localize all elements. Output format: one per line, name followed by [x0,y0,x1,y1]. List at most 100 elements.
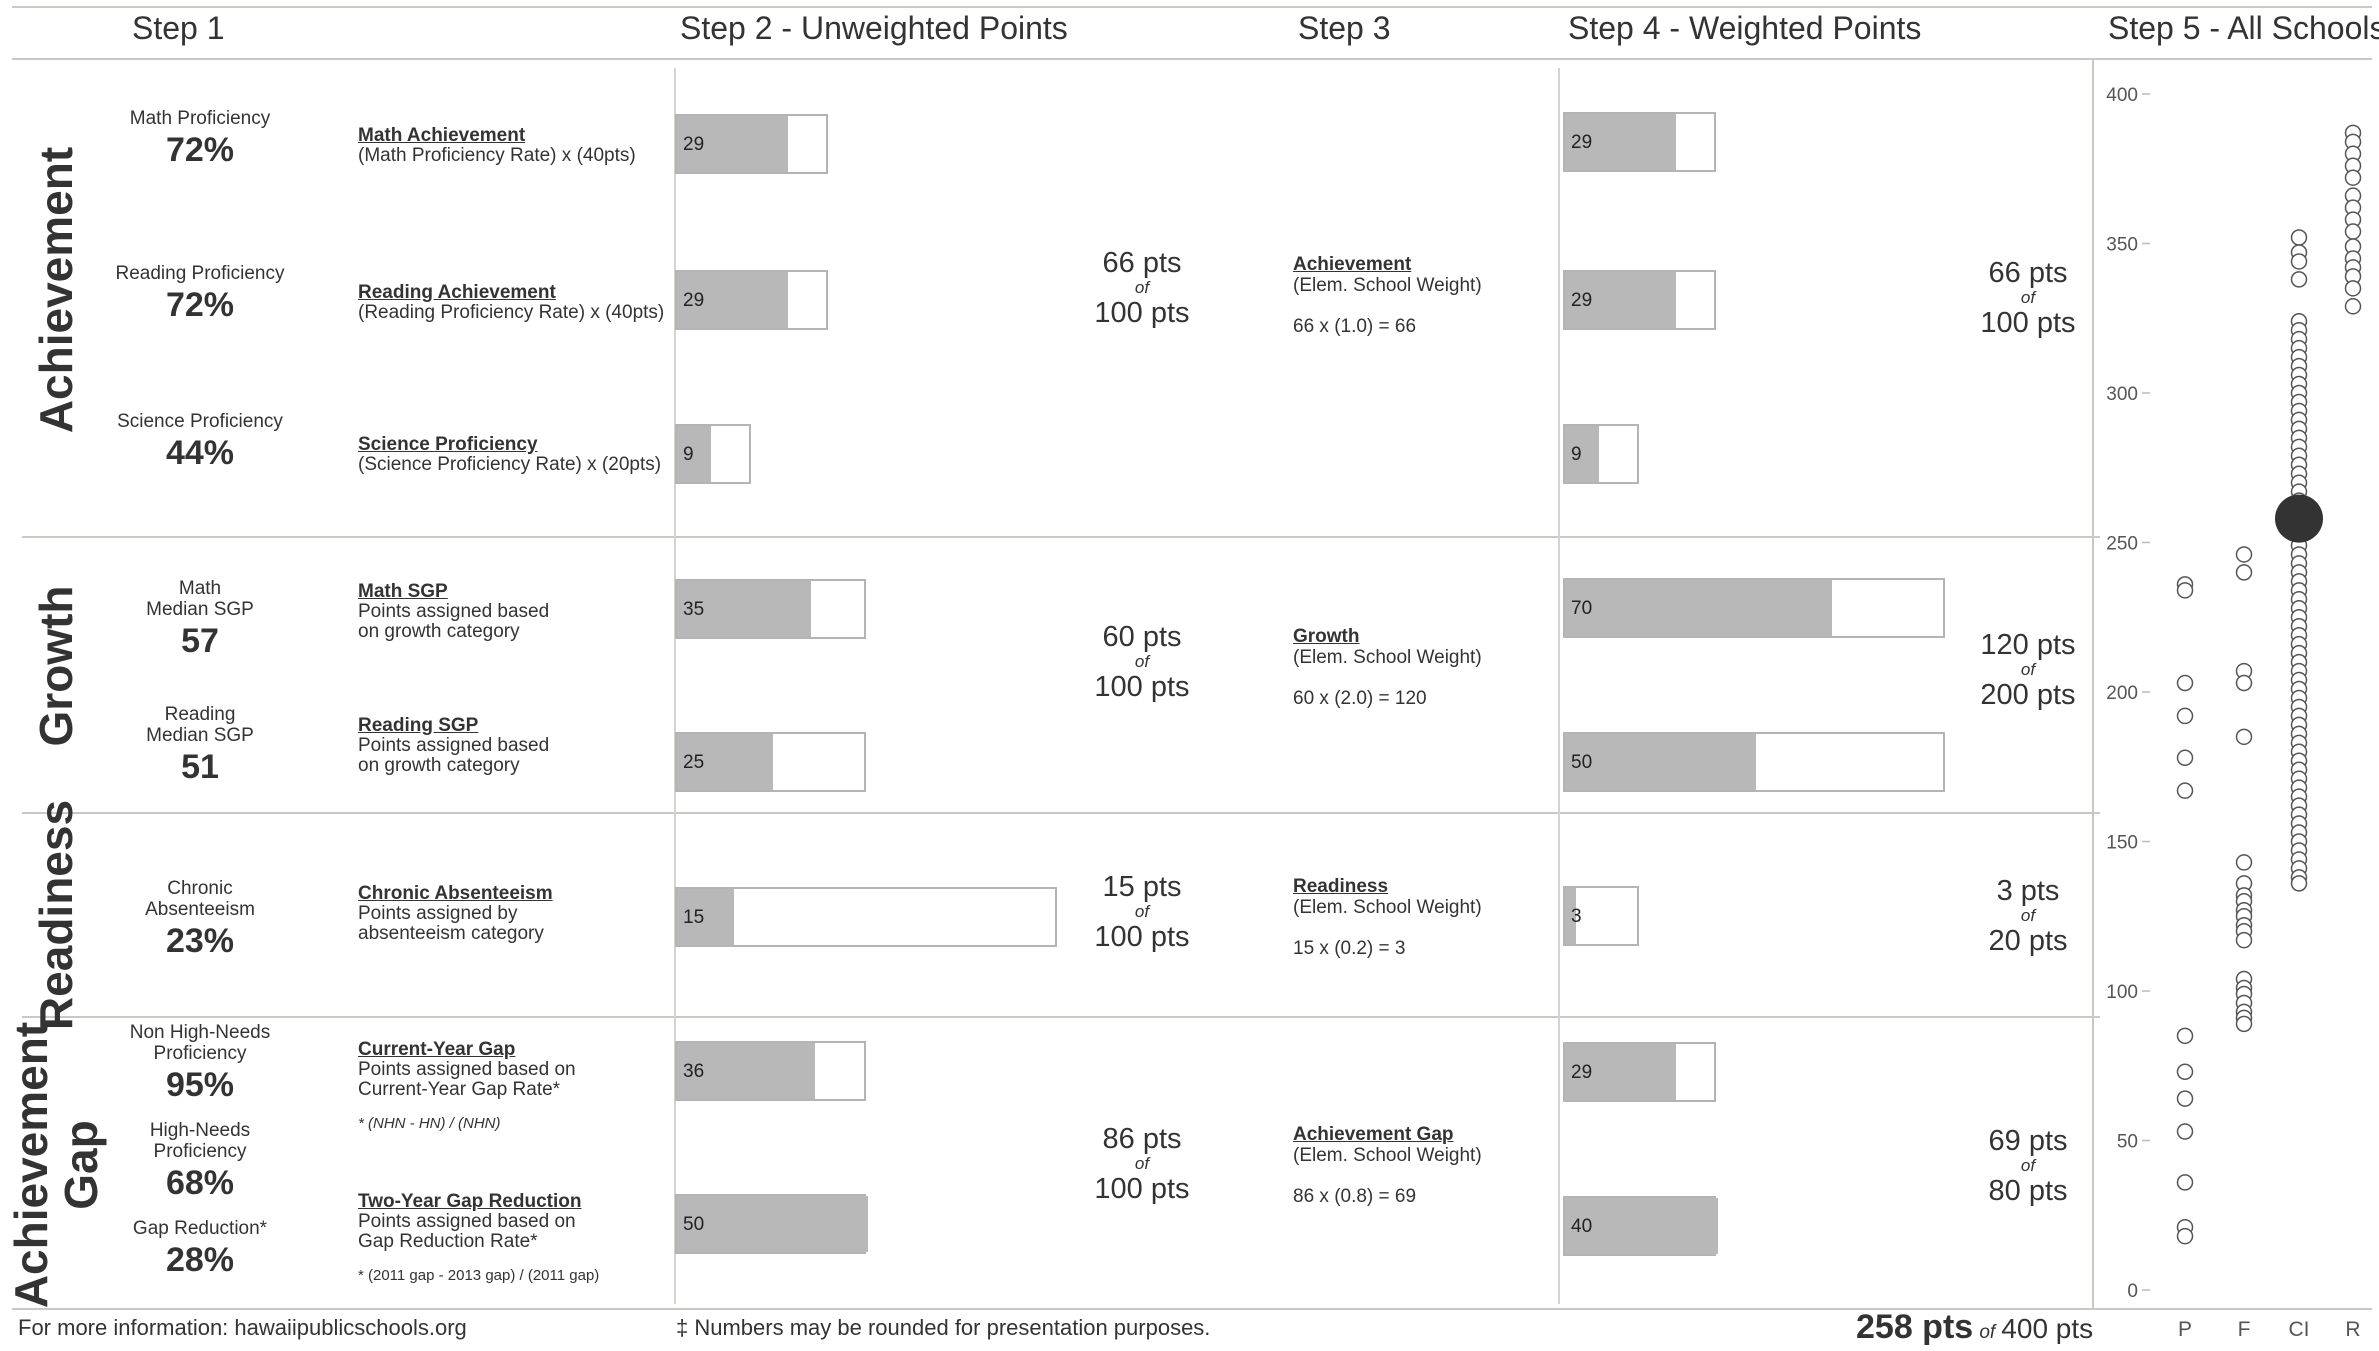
total-points: 120 pts [1980,629,2076,661]
bar-fill [677,116,788,172]
metric-label: Math Proficiency [129,108,271,129]
weight-title: Readiness [1293,876,1389,897]
weight-title: Growth [1293,626,1360,647]
y-tick-label: 300 [2106,384,2138,405]
step4-bar-reading: 29 [1563,270,1716,330]
bar-value: 40 [1571,1216,1593,1237]
formula-title: Math Achievement [358,125,526,146]
bar-fill [677,272,788,328]
bar-fill [1565,1044,1676,1100]
footer-divider [12,1308,2372,1310]
step4-total-readiness: 3 pts of 20 pts [1938,876,2118,956]
formula-math-sgp: Math SGP Points assigned based on growth… [358,582,668,642]
bar-value: 25 [683,752,705,773]
formula-text: (Reading Proficiency Rate) x (40pts) [358,302,665,323]
divider-readiness-gap [22,1016,2100,1018]
step2-bar-reading-sgp: 25 [675,732,866,792]
weight-title: Achievement [1293,254,1412,275]
formula-text: Current-Year Gap Rate* [358,1079,561,1100]
metric-value: 51 [181,748,219,786]
school-point [2290,271,2308,288]
weight-subtitle: (Elem. School Weight) [1293,897,1482,918]
bar-fill [1565,1198,1718,1254]
metric-label: Math [178,578,222,599]
total-max: 100 pts [1094,671,1190,703]
footer-total-max: 400 pts [2001,1313,2094,1344]
bar-value: 3 [1571,906,1582,927]
metric-math-proficiency: Math Proficiency 72% [90,108,310,171]
step2-total-readiness: 15 pts of 100 pts [1052,872,1232,952]
school-point [2344,280,2362,297]
formula-text: on growth category [358,621,520,642]
total-of: of [1134,278,1150,297]
category-achievement: Achievement [30,146,82,434]
footer-rounding-note: ‡ Numbers may be rounded for presentatio… [676,1315,1211,1340]
step3-weight-growth: Growth (Elem. School Weight) 60 x (2.0) … [1293,626,1523,709]
formula-science-proficiency: Science Proficiency (Science Proficiency… [358,435,668,475]
step2-bar-absenteeism: 15 [675,887,1057,947]
bar-value: 29 [1571,132,1593,153]
bar-fill [1565,580,1832,636]
metric-value: 57 [181,622,219,660]
school-point [2176,1123,2194,1140]
bar-value: 50 [1571,752,1593,773]
bar-fill [677,734,773,790]
formula-text: Points assigned by [358,903,518,924]
step5-scatter-chart: 0 50 100 150 200 250 300 350 400 P F CI R [2106,85,2362,1341]
total-max: 200 pts [1980,679,2076,711]
school-point [2235,564,2253,581]
total-of: of [1134,1154,1150,1173]
metric-label: Chronic [167,878,233,899]
step4-header: Step 4 - Weighted Points [1568,10,1922,46]
formula-reading-sgp: Reading SGP Points assigned based on gro… [358,716,668,776]
step2-bar-math: 29 [675,114,828,174]
bar-value: 9 [1571,444,1582,465]
step5-header: Step 5 - All Schools [2108,10,2379,46]
step2-total-gap: 86 pts of 100 pts [1052,1124,1232,1204]
y-tick-label: 100 [2106,982,2138,1003]
total-points: 66 pts [1102,247,1182,279]
total-max: 80 pts [1988,1175,2068,1207]
metric-math-sgp: Math Median SGP 57 [90,578,310,662]
step3-weight-achievement: Achievement (Elem. School Weight) 66 x (… [1293,254,1523,337]
metric-label: Median SGP [146,599,254,620]
school-point [2176,674,2194,692]
step2-bar-two-year-gap: 50 [675,1194,868,1254]
school-point [2176,1227,2194,1245]
metric-nhn-proficiency: Non High-Needs Proficiency 95% [90,1022,310,1106]
formula-title: Two-Year Gap Reduction [358,1191,582,1212]
weight-subtitle: (Elem. School Weight) [1293,647,1482,668]
bar-value: 29 [1571,290,1593,311]
x-tick-label: P [2178,1318,2192,1341]
school-point [2235,1015,2253,1033]
bar-value: 29 [683,290,705,311]
bar-fill [1565,272,1676,328]
school-point [2176,1063,2194,1080]
footer-total-points: 258 pts [1856,1308,1974,1346]
y-tick-label: 350 [2106,235,2138,256]
metric-reading-proficiency: Reading Proficiency 72% [90,263,310,326]
metric-value: 28% [165,1241,235,1279]
school-point [2344,298,2362,315]
school-point [2176,1027,2194,1045]
highlighted-school-point [2275,494,2323,543]
top-border [12,6,2372,8]
weight-calculation: 15 x (0.2) = 3 [1293,938,1406,959]
metric-label: High-Needs [149,1120,251,1141]
formula-text: (Science Proficiency Rate) x (20pts) [358,454,662,475]
formula-two-year-gap: Two-Year Gap Reduction Points assigned b… [358,1192,668,1286]
formula-reading-achievement: Reading Achievement (Reading Proficiency… [358,283,668,323]
formula-text: Points assigned based [358,601,550,622]
metric-label: Proficiency [153,1043,247,1064]
formula-footnote: * (2011 gap - 2013 gap) / (2011 gap) [358,1267,600,1284]
step4-divider [1558,68,1560,1304]
total-max: 100 pts [1094,1173,1190,1205]
step3-weight-readiness: Readiness (Elem. School Weight) 15 x (0.… [1293,876,1523,959]
metric-label: Median SGP [146,725,254,746]
total-of: of [2020,1156,2036,1175]
step3-header: Step 3 [1298,10,1391,46]
formula-text: Gap Reduction Rate* [358,1231,538,1252]
step2-bar-current-gap: 36 [675,1041,866,1101]
bar-value: 35 [683,599,705,620]
school-point [2176,749,2194,767]
